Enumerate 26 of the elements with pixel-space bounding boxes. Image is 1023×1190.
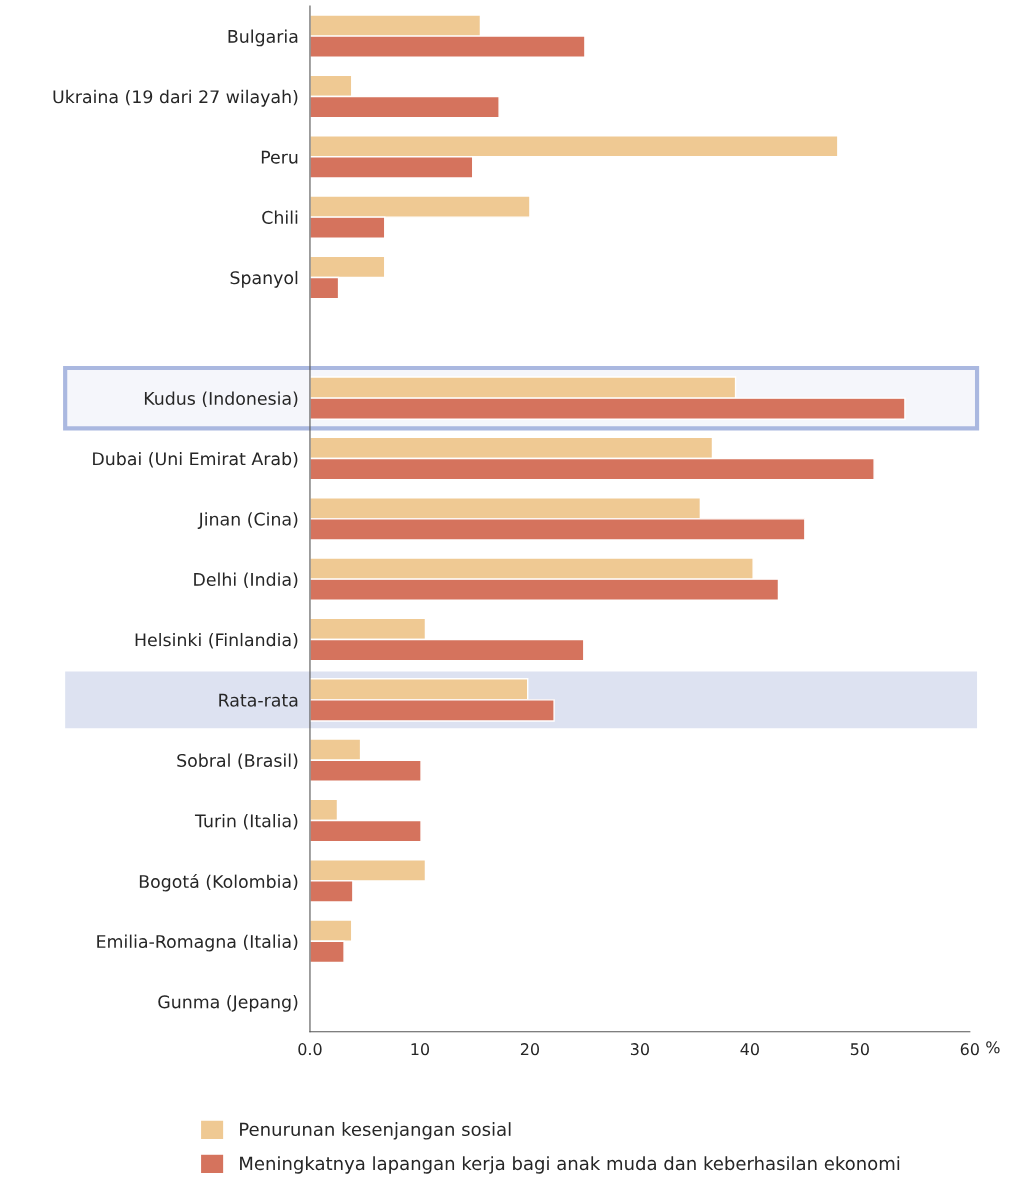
y-tick-label: Helsinki (Finlandia): [135, 632, 298, 649]
y-tick-label: Spanyol: [230, 270, 298, 288]
x-axis-title: %: [986, 1041, 1000, 1054]
legend-label: Meningkatnya lapangan kerja bagi anak muda dan keberhasilan ekonomi: [240, 1156, 900, 1174]
y-tick-label: Chili: [262, 210, 298, 224]
y-tick-label: Dubai (Uni Emirat Arab): [93, 451, 298, 468]
y-tick-label: Jinan (Cina): [197, 512, 298, 529]
y-tick-label: Peru: [261, 150, 298, 164]
x-tick-label: 0.0: [298, 1043, 322, 1056]
y-tick-label: Kudus (Indonesia): [144, 391, 298, 408]
x-tick-label: 40: [740, 1043, 759, 1056]
x-tick-label: 30: [630, 1043, 649, 1056]
x-tick-label: 20: [520, 1043, 540, 1056]
y-tick-label: Sobral (Brasil): [177, 753, 298, 770]
y-tick-label: Emilia-Romagna (Italia): [97, 934, 298, 952]
x-tick-label: 50: [850, 1043, 869, 1056]
y-tick-label: Gunma (Jepang): [158, 994, 298, 1012]
y-tick-label: Ukraina (19 dari 27 wilayah): [53, 89, 298, 107]
y-tick-label: Bulgaria: [228, 29, 298, 47]
y-tick-label: Delhi (India): [194, 572, 298, 589]
y-tick-label: Turin (Italia): [194, 813, 298, 830]
legend-label: Penurunan kesenjangan sosial: [240, 1122, 511, 1140]
x-tick-label: 60: [960, 1043, 979, 1056]
x-tick-label: 10: [411, 1043, 430, 1056]
y-tick-label: Rata-rata: [219, 693, 298, 707]
y-tick-label: Bogotá (Kolombia): [139, 873, 298, 892]
